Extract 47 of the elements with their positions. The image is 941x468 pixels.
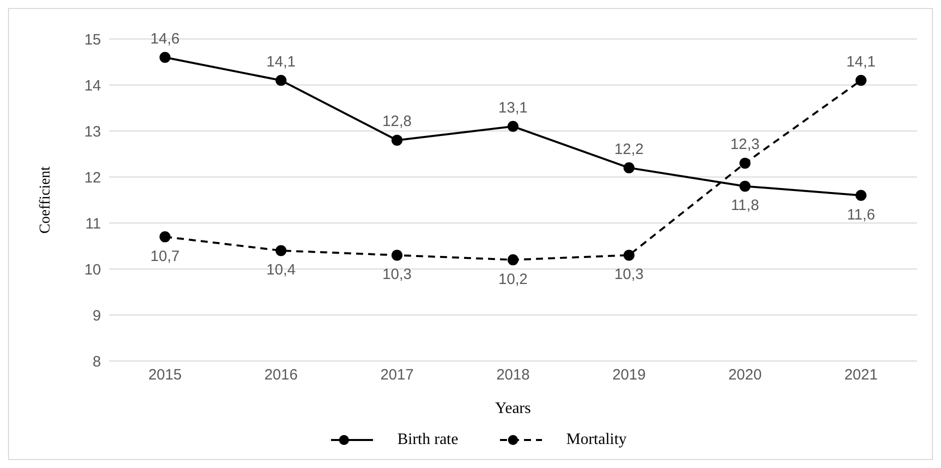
data-label: 10,4 <box>266 262 296 279</box>
data-label: 11,8 <box>730 197 760 214</box>
data-label: 14,1 <box>846 53 876 70</box>
point <box>276 245 286 256</box>
point <box>276 74 286 86</box>
point <box>160 231 170 242</box>
x-tick-label: 2017 <box>380 366 414 384</box>
y-tick-label: 12 <box>84 169 101 186</box>
x-axis-title: Years <box>495 400 531 417</box>
data-label: 12,2 <box>614 140 644 158</box>
x-tick-label: 2016 <box>264 366 298 384</box>
y-tick-label: 11 <box>85 215 101 232</box>
point <box>856 190 866 201</box>
point <box>740 158 750 169</box>
data-label: 12,8 <box>382 113 412 130</box>
point <box>160 52 170 63</box>
point <box>508 254 518 266</box>
x-tick-label: 2020 <box>728 366 762 384</box>
data-label: 11,6 <box>846 206 876 224</box>
data-label: 10,2 <box>498 270 528 288</box>
legend-label: Mortality <box>566 431 627 449</box>
point <box>508 120 518 132</box>
x-tick-label: 2018 <box>496 366 530 384</box>
data-label: 10,7 <box>150 248 180 265</box>
point <box>624 250 634 261</box>
y-tick-label: 14 <box>84 77 101 94</box>
y-tick-label: 13 <box>84 123 101 140</box>
point <box>392 134 402 146</box>
x-tick-label: 2015 <box>148 366 182 384</box>
legend-label: Birth rate <box>397 431 458 449</box>
point <box>740 180 750 192</box>
y-tick-label: 15 <box>84 31 101 48</box>
point <box>624 162 634 174</box>
y-tick-label: 10 <box>84 261 101 278</box>
y-axis-title: Coefficient <box>37 166 54 234</box>
point <box>392 250 402 261</box>
data-label: 14,1 <box>266 53 296 70</box>
data-label: 14,6 <box>150 30 180 48</box>
y-tick-label: 9 <box>92 307 101 324</box>
data-label: 13,1 <box>498 99 528 116</box>
data-label: 12,3 <box>730 136 760 154</box>
x-tick-label: 2021 <box>844 366 878 384</box>
data-label: 10,3 <box>382 266 412 284</box>
point <box>856 74 866 86</box>
data-label: 10,3 <box>614 266 644 284</box>
x-tick-label: 2019 <box>612 366 646 384</box>
y-tick-label: 8 <box>92 353 101 370</box>
